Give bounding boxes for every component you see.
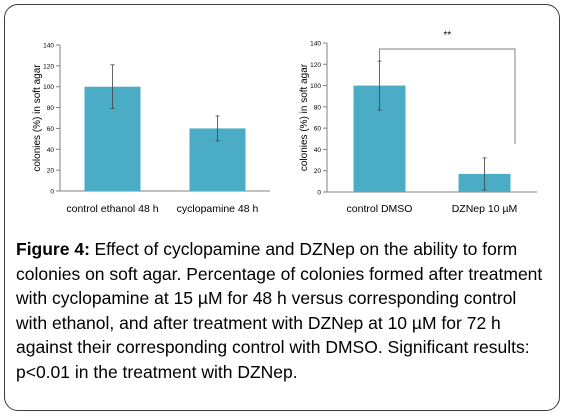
significance-bracket <box>379 48 516 145</box>
category-label: control DMSO <box>347 203 413 215</box>
y-axis-label: colonies (%) in soft agar <box>32 64 43 172</box>
chart-cyclopamine: 0 20 40 60 80 100 120 140 colonies (%) in soft a… <box>32 43 270 215</box>
chart-dznep: 0 20 40 60 80 100 120 140 colonies (%) in soft a… <box>299 30 537 215</box>
category-label: cyclopamine 48 h <box>177 203 259 215</box>
y-tick-label: 120 <box>43 63 54 70</box>
y-tick-label: 40 <box>314 147 322 154</box>
category-label: DZNep 10 µM <box>452 203 518 215</box>
y-tick-label: 20 <box>314 168 322 175</box>
y-tick-label: 80 <box>47 105 55 112</box>
figure-caption-text: Effect of cyclopamine and DZNep on the a… <box>16 239 543 382</box>
y-tick-label: 100 <box>43 84 54 91</box>
y-tick-label: 80 <box>314 104 322 111</box>
y-tick-label: 100 <box>310 83 321 90</box>
y-tick-label: 20 <box>47 168 55 175</box>
y-tick-label: 140 <box>310 41 321 48</box>
category-label: control ethanol 48 h <box>66 203 158 215</box>
y-tick-label: 120 <box>310 62 321 69</box>
y-tick-label: 140 <box>43 43 54 50</box>
figure-caption: Figure 4: Effect of cyclopamine and DZNe… <box>16 237 552 384</box>
significance-label: ** <box>443 30 451 41</box>
y-tick-label: 40 <box>47 147 55 154</box>
y-tick-label: 0 <box>50 189 54 196</box>
y-tick-label: 0 <box>317 190 321 197</box>
y-tick-label: 60 <box>314 126 322 133</box>
figure-frame <box>4 4 560 411</box>
y-axis-label: colonies (%) in soft agar <box>299 63 310 171</box>
y-tick-label: 60 <box>47 126 55 133</box>
figure-label: Figure 4: <box>16 239 90 259</box>
